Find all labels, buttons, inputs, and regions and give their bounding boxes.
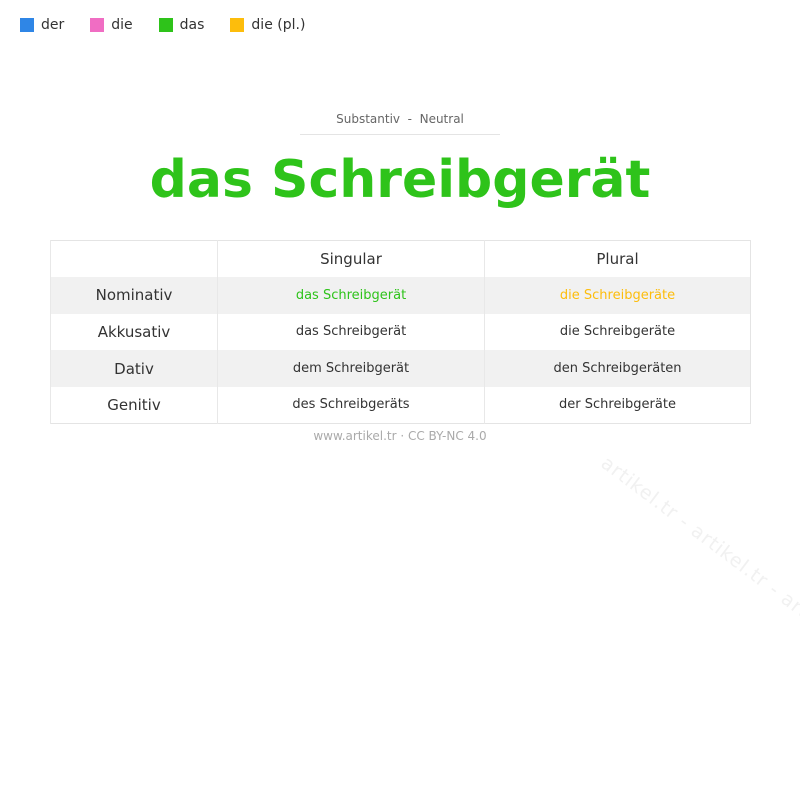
footer-credit: www.artikel.tr · CC BY-NC 4.0 bbox=[313, 429, 487, 443]
legend-label: der bbox=[41, 17, 65, 33]
plural-cell: die Schreibgeräte bbox=[484, 313, 751, 351]
gender-legend: der die das die (pl.) bbox=[20, 17, 331, 33]
legend-item-das: das bbox=[158, 17, 205, 33]
plural-cell: den Schreibgeräten bbox=[484, 350, 751, 387]
table-header: Singular Plural bbox=[50, 240, 751, 278]
header-plural: Plural bbox=[484, 240, 751, 278]
singular-cell: des Schreibgeräts bbox=[217, 386, 485, 424]
word-type: Substantiv - Neutral bbox=[300, 112, 500, 135]
case-label: Genitiv bbox=[50, 386, 218, 424]
der-swatch-icon bbox=[20, 18, 34, 32]
legend-item-die: die bbox=[90, 17, 133, 33]
plural-cell: der Schreibgeräte bbox=[484, 386, 751, 424]
legend-label: das bbox=[179, 17, 205, 33]
page-title: das Schreibgerät bbox=[149, 150, 651, 210]
header-singular: Singular bbox=[217, 240, 485, 278]
case-label: Nominativ bbox=[50, 277, 218, 314]
legend-item-plural: die (pl.) bbox=[230, 17, 305, 33]
table-row: Nominativ das Schreibgerät die Schreibge… bbox=[50, 277, 751, 314]
declension-table: Singular Plural Nominativ das Schreibger… bbox=[50, 240, 751, 424]
die-swatch-icon bbox=[90, 18, 105, 32]
plural-cell: die Schreibgeräte bbox=[484, 277, 751, 314]
case-label: Akkusativ bbox=[50, 313, 218, 351]
das-swatch-icon bbox=[158, 18, 173, 32]
table-row: Genitiv des Schreibgeräts der Schreibger… bbox=[50, 386, 751, 424]
singular-cell: das Schreibgerät bbox=[217, 277, 485, 314]
singular-cell: dem Schreibgerät bbox=[217, 350, 485, 387]
legend-item-der: der bbox=[20, 17, 64, 33]
header-case bbox=[50, 240, 218, 278]
legend-label: die bbox=[111, 17, 133, 33]
singular-cell: das Schreibgerät bbox=[217, 313, 485, 351]
table-row: Akkusativ das Schreibgerät die Schreibge… bbox=[50, 313, 751, 351]
table-row: Dativ dem Schreibgerät den Schreibgeräte… bbox=[50, 350, 751, 387]
legend-label: die (pl.) bbox=[251, 17, 306, 33]
watermark: artikel.tr - artikel.tr - artikel.tr - a… bbox=[596, 452, 800, 796]
plural-swatch-icon bbox=[230, 18, 245, 32]
case-label: Dativ bbox=[50, 350, 218, 387]
